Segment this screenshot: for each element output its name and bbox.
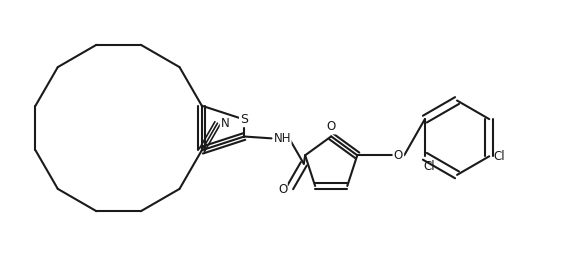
Text: O: O xyxy=(278,183,287,196)
Text: N: N xyxy=(221,117,229,130)
Text: NH: NH xyxy=(273,132,291,145)
Text: Cl: Cl xyxy=(423,160,434,173)
Text: O: O xyxy=(393,149,403,162)
Text: S: S xyxy=(240,113,248,126)
Text: O: O xyxy=(327,121,336,133)
Text: Cl: Cl xyxy=(493,150,505,163)
